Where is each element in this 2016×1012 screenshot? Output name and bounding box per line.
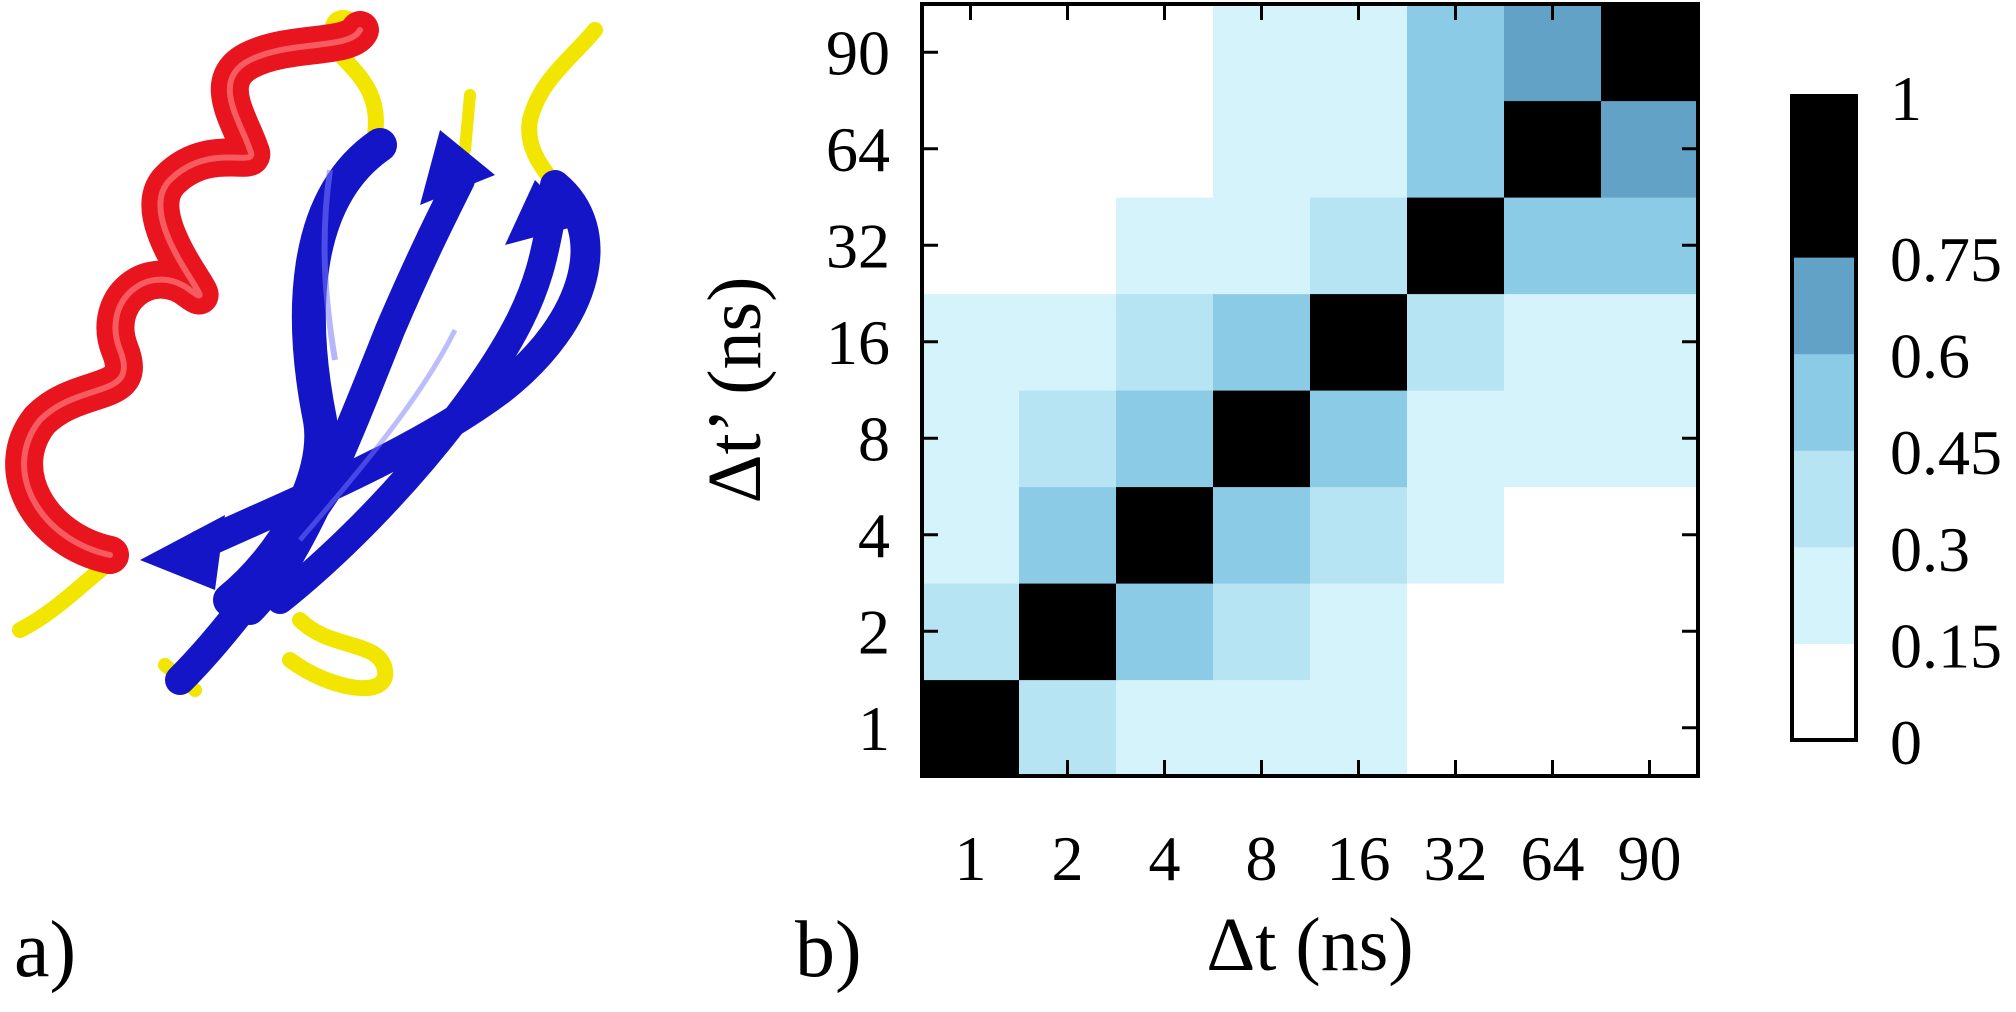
heatmap-cells [922, 4, 1699, 777]
y-tick-label: 8 [858, 403, 890, 474]
heatmap-cell-32-4 [1407, 486, 1505, 584]
x-tick-label: 8 [1246, 823, 1278, 894]
heatmap-cell-8-4 [1213, 486, 1311, 584]
colorbar-tick-label: 0.6 [1890, 321, 1970, 392]
panel-label-b: b) [795, 906, 862, 994]
heatmap-cell-2-32 [1019, 197, 1117, 295]
colorbar-band [1792, 353, 1856, 451]
heatmap-cell-1-16 [922, 293, 1020, 391]
colorbar-tick-label: 1 [1890, 63, 1922, 134]
heatmap-cell-1-32 [922, 197, 1020, 295]
heatmap-cell-64-32 [1504, 197, 1602, 295]
heatmap-cell-64-64 [1504, 100, 1602, 198]
heatmap-cell-32-16 [1407, 293, 1505, 391]
x-tick-label: 90 [1618, 823, 1682, 894]
heatmap-cell-4-90 [1116, 4, 1214, 102]
heatmap-cell-4-8 [1116, 390, 1214, 488]
heatmap-cell-16-16 [1310, 293, 1408, 391]
heatmap-cell-8-64 [1213, 100, 1311, 198]
heatmap-cell-4-32 [1116, 197, 1214, 295]
colorbar-tick-label: 0.3 [1890, 514, 1970, 585]
heatmap-cell-1-2 [922, 583, 1020, 681]
heatmap-cell-16-90 [1310, 4, 1408, 102]
x-tick-label: 4 [1149, 823, 1181, 894]
heatmap-cell-64-90 [1504, 4, 1602, 102]
heatmap-cell-4-4 [1116, 486, 1214, 584]
colorbar-tick-label: 0 [1890, 707, 1922, 778]
x-tick-label: 64 [1521, 823, 1585, 894]
heatmap-cell-8-2 [1213, 583, 1311, 681]
y-tick-label: 64 [826, 114, 890, 185]
colorbar: 0 0.15 0.3 0.45 0.6 0.75 1 [1790, 63, 2002, 778]
heatmap-cell-2-16 [1019, 293, 1117, 391]
y-tick-labels: 1 2 4 8 16 32 64 90 [826, 17, 890, 764]
heatmap-cell-4-64 [1116, 100, 1214, 198]
y-axis-label: Δt’ (ns) [693, 277, 777, 504]
y-tick-label: 90 [826, 17, 890, 88]
x-tick-labels: 1 2 4 8 16 32 64 90 [955, 823, 1682, 894]
colorbar-bands [1792, 96, 1856, 741]
heatmap-cell-1-8 [922, 390, 1020, 488]
panel-label-a: a) [14, 906, 77, 994]
heatmap-cell-1-4 [922, 486, 1020, 584]
heatmap-cell-16-32 [1310, 197, 1408, 295]
heatmap-cell-16-4 [1310, 486, 1408, 584]
x-tick-label: 2 [1052, 823, 1084, 894]
heatmap-cell-1-64 [922, 100, 1020, 198]
x-tick-label: 32 [1424, 823, 1488, 894]
heatmap-cell-4-16 [1116, 293, 1214, 391]
heatmap-cell-32-32 [1407, 197, 1505, 295]
plot-frame [920, 2, 1700, 778]
colorbar-frame [1790, 94, 1858, 742]
y-tick-label: 32 [826, 210, 890, 281]
heatmap-cell-16-8 [1310, 390, 1408, 488]
colorbar-tick-label: 0.15 [1890, 610, 2002, 681]
axis-ticks [922, 4, 1698, 776]
heatmap-cell-64-16 [1504, 293, 1602, 391]
heatmap-cell-1-90 [922, 4, 1020, 102]
heatmap-cell-2-2 [1019, 583, 1117, 681]
x-axis-label: Δt (ns) [1206, 903, 1413, 987]
y-tick-label: 16 [826, 307, 890, 378]
protein-ribbon-icon [5, 10, 603, 697]
x-tick-label: 1 [955, 823, 987, 894]
heatmap-cell-16-64 [1310, 100, 1408, 198]
colorbar-tick-label: 0.75 [1890, 224, 2002, 295]
x-tick-label: 16 [1327, 823, 1391, 894]
heatmap-cell-16-2 [1310, 583, 1408, 681]
y-tick-label: 4 [858, 500, 890, 571]
heatmap-cell-32-64 [1407, 100, 1505, 198]
heatmap-cell-2-90 [1019, 4, 1117, 102]
heatmap-cell-8-16 [1213, 293, 1311, 391]
colorbar-tick-labels: 0 0.15 0.3 0.45 0.6 0.75 1 [1890, 63, 2002, 778]
heatmap-cell-32-90 [1407, 4, 1505, 102]
heatmap-cell-8-90 [1213, 4, 1311, 102]
heatmap-cell-64-8 [1504, 390, 1602, 488]
colorbar-tick-label: 0.45 [1890, 417, 2002, 488]
y-tick-label: 1 [858, 693, 890, 764]
heatmap-cell-32-8 [1407, 390, 1505, 488]
colorbar-band [1792, 643, 1856, 741]
heatmap-cell-64-2 [1504, 583, 1602, 681]
y-tick-label: 2 [858, 596, 890, 667]
heatmap-cell-2-64 [1019, 100, 1117, 198]
heatmap-cell-2-4 [1019, 486, 1117, 584]
colorbar-band [1792, 546, 1856, 644]
colorbar-band [1792, 257, 1856, 355]
heatmap-cell-2-8 [1019, 390, 1117, 488]
colorbar-band [1792, 450, 1856, 548]
heatmap-cell-64-4 [1504, 486, 1602, 584]
heatmap-cell-8-8 [1213, 390, 1311, 488]
heatmap-cell-8-32 [1213, 197, 1311, 295]
heatmap-cell-4-2 [1116, 583, 1214, 681]
colorbar-band [1792, 96, 1856, 258]
heatmap-cell-32-2 [1407, 583, 1505, 681]
